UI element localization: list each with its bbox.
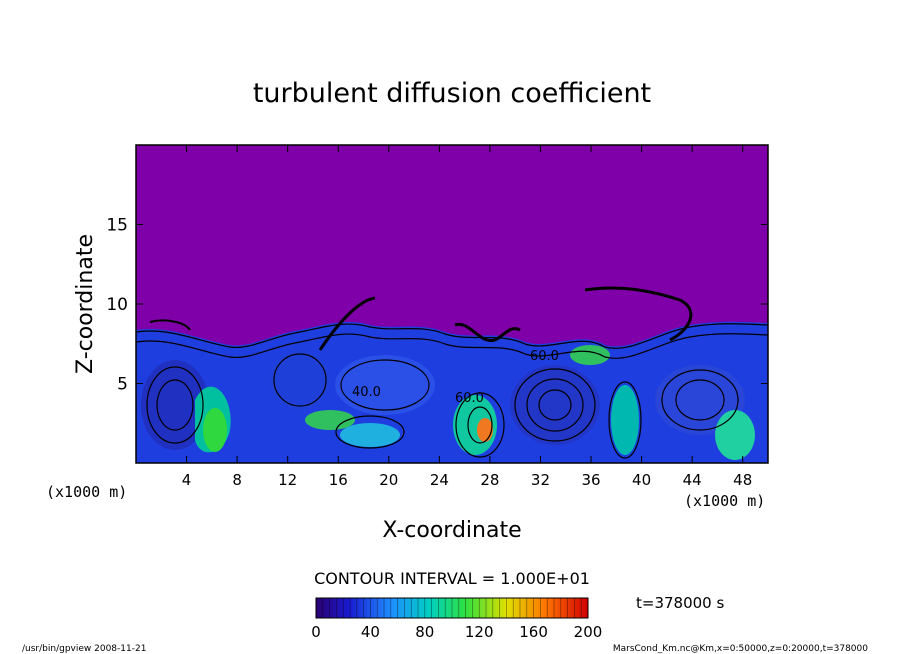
contour-line: [514, 368, 596, 442]
contour-line: [467, 406, 493, 444]
contour-line: [538, 389, 572, 421]
contour-line: [318, 296, 376, 351]
contour-line: [335, 415, 405, 449]
x-tick-label: 16: [329, 471, 348, 489]
contour-line: [455, 392, 505, 458]
colorbar-tick-label: 40: [361, 623, 380, 641]
contour-line: [149, 319, 191, 331]
plot-area: 40.0 60.0 60.0: [135, 144, 769, 464]
contour-lines: [136, 286, 768, 459]
y-axis-label: Z-coordinate: [73, 234, 98, 374]
contour-line: [136, 323, 768, 349]
x-tick-label: 4: [182, 471, 192, 489]
time-label: t=378000 s: [636, 594, 724, 612]
x-tick-label: 48: [733, 471, 752, 489]
chart-title: turbulent diffusion coefficient: [253, 78, 651, 109]
colorbar-tick-label: 160: [519, 623, 548, 641]
high-value-region: [611, 385, 639, 455]
contour-line: [340, 359, 430, 411]
x-tick-label: 36: [581, 471, 600, 489]
x-tick-label: 12: [278, 471, 297, 489]
contour-label: 40.0: [352, 385, 381, 400]
y-tick-label: 15: [106, 216, 128, 236]
colorbar-levels: [322, 598, 582, 618]
contour-line: [526, 378, 584, 432]
x-axis-label: X-coordinate: [382, 518, 521, 543]
y-tick-label: 5: [117, 375, 128, 395]
contour-line: [608, 381, 642, 459]
contour-interval: CONTOUR INTERVAL = 1.000E+01: [314, 569, 590, 588]
colorbar-tick-label: 200: [574, 623, 603, 641]
x-tick-label: 44: [683, 471, 702, 489]
contour-line: [454, 322, 521, 343]
contour-line: [146, 366, 204, 444]
x-unit-left: (x1000 m): [46, 483, 127, 501]
contour-line: [675, 379, 725, 421]
y-axis-ticks: 5 10 15: [106, 216, 768, 395]
x-tick-label: 24: [430, 471, 449, 489]
colorbar-ticks: 0 40 80 120 160 200: [311, 623, 602, 641]
colorbar-tick-label: 0: [311, 623, 321, 641]
field-layer: 40.0 60.0 60.0: [136, 286, 768, 463]
eddy: [335, 355, 435, 415]
high-value-region: [570, 345, 610, 365]
footer-left: /usr/bin/gpview 2008-11-21: [22, 644, 146, 654]
eddy: [510, 365, 600, 445]
contour-line: [273, 353, 327, 407]
high-value-region: [305, 410, 355, 430]
x-tick-label: 8: [232, 471, 242, 489]
contour-label: 60.0: [455, 391, 484, 406]
y-tick-label: 10: [106, 295, 128, 315]
high-value-region: [340, 423, 400, 447]
high-value-region: [715, 410, 755, 460]
x-unit-right: (x1000 m): [684, 492, 765, 510]
high-value-region: [203, 408, 227, 452]
x-tick-label: 32: [531, 471, 550, 489]
x-axis-ticks: 4 8 12 16 20 24 28 32 36 40 44 48: [182, 145, 752, 489]
x-tick-label: 40: [632, 471, 651, 489]
contour-line: [136, 333, 768, 359]
eddy: [141, 360, 209, 450]
contour-line: [584, 286, 693, 342]
footer-right: MarsCond_Km.nc@Km,x=0:50000,z=0:20000,t=…: [613, 644, 868, 654]
eddy: [270, 350, 330, 410]
x-tick-label: 28: [480, 471, 499, 489]
contour-line: [156, 379, 194, 431]
colorbar-tick-label: 80: [415, 623, 434, 641]
contour-line: [661, 369, 739, 431]
colorbar-tick-label: 120: [465, 623, 494, 641]
x-tick-label: 20: [379, 471, 398, 489]
high-value-region: [477, 418, 493, 442]
contour-label: 60.0: [530, 349, 559, 364]
